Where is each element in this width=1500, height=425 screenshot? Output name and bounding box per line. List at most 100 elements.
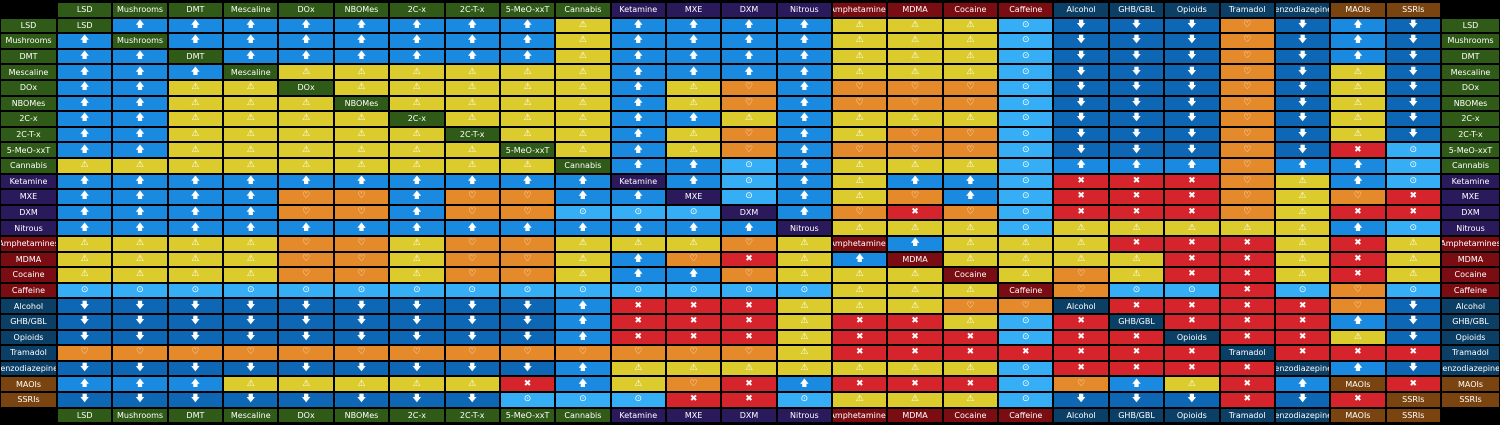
interaction-cell-tramadol-maois[interactable]: ✖ (1330, 345, 1386, 361)
interaction-cell-dxm-dox[interactable]: ♡ (278, 204, 334, 221)
interaction-cell-mushrooms-nbomes[interactable]: 🡅 (333, 33, 390, 49)
interaction-cell-mushrooms-dxm[interactable]: 🡅 (721, 33, 777, 49)
interaction-cell-dmt-mescaline[interactable]: 🡅 (223, 48, 279, 65)
interaction-cell-maois-opioids[interactable]: ⚠ (1164, 376, 1220, 392)
interaction-cell-mescaline-ssris[interactable]: 🡇 (1385, 64, 1441, 80)
interaction-cell-mushrooms-benzodiazepines[interactable]: 🡇 (1274, 33, 1331, 49)
interaction-cell-cannabis-alcohol[interactable]: 🡅 (1053, 158, 1109, 174)
interaction-cell-ketamine-nitrous[interactable]: 🡅 (776, 173, 833, 190)
interaction-cell-amphetamines-mxe[interactable]: ⚠ (665, 236, 722, 252)
interaction-cell-caffeine-amphetamines[interactable]: ⚠ (832, 282, 888, 299)
interaction-cell-mescaline-ghb-gbl[interactable]: 🡇 (1108, 64, 1165, 80)
interaction-cell-2c-t-x-mdma[interactable]: ♡ (887, 126, 943, 143)
interaction-cell-dxm-2c-x[interactable]: 🡅 (389, 204, 445, 221)
interaction-cell-dox-mescaline[interactable]: ⚠ (223, 80, 279, 96)
interaction-cell-opioids-lsd[interactable]: 🡇 (57, 329, 113, 346)
interaction-cell-mxe-maois[interactable]: ♡ (1330, 189, 1386, 205)
interaction-cell-maois-dxm[interactable]: ✖ (721, 376, 777, 392)
interaction-cell-mushrooms-mxe[interactable]: 🡅 (665, 33, 722, 49)
interaction-cell-maois-alcohol[interactable]: ♡ (1053, 376, 1109, 392)
interaction-cell-dox-2c-x[interactable]: ⚠ (389, 80, 445, 96)
interaction-cell-tramadol-opioids[interactable]: ✖ (1164, 345, 1220, 361)
interaction-cell-mushrooms-cannabis[interactable]: ⚠ (555, 33, 611, 49)
interaction-cell-2c-t-x-lsd[interactable]: 🡅 (57, 126, 113, 143)
interaction-cell-benzodiazepines-dmt[interactable]: 🡇 (167, 360, 224, 377)
interaction-cell-maois-lsd[interactable]: 🡅 (57, 376, 113, 392)
interaction-cell-2c-t-x-tramadol[interactable]: ♡ (1219, 126, 1275, 143)
interaction-cell-tramadol-cannabis[interactable]: ♡ (555, 345, 611, 361)
interaction-cell-dxm-maois[interactable]: ✖ (1330, 204, 1386, 221)
interaction-cell-ssris-nbomes[interactable]: 🡇 (333, 392, 390, 408)
interaction-cell-benzodiazepines-2c-t-x[interactable]: 🡇 (444, 360, 500, 377)
interaction-cell-tramadol-2c-x[interactable]: ♡ (389, 345, 445, 361)
interaction-cell-ghb-gbl-maois[interactable]: 🡅 (1330, 314, 1386, 330)
interaction-cell-cocaine-dmt[interactable]: ⚠ (167, 267, 224, 283)
interaction-cell-dox-nitrous[interactable]: 🡅 (776, 80, 833, 96)
interaction-cell-maois-2c-t-x[interactable]: ⚠ (444, 376, 500, 392)
interaction-cell-caffeine-dmt[interactable]: ⊙ (167, 282, 224, 299)
interaction-cell-2c-x-tramadol[interactable]: ♡ (1219, 111, 1275, 127)
interaction-cell-dmt-lsd[interactable]: 🡅 (57, 48, 113, 65)
interaction-cell-caffeine-ghb-gbl[interactable]: ⊙ (1108, 282, 1165, 299)
interaction-cell-alcohol-caffeine[interactable]: ♡ (998, 298, 1054, 314)
interaction-cell-2c-x-amphetamines[interactable]: ⚠ (832, 111, 888, 127)
interaction-cell-cocaine-caffeine[interactable]: ⚠ (998, 267, 1054, 283)
interaction-cell-nbomes-amphetamines[interactable]: ♡ (832, 95, 888, 112)
interaction-cell-5-meo-xxt-mescaline[interactable]: ⚠ (223, 142, 279, 158)
interaction-cell-benzodiazepines-mdma[interactable]: ⚠ (887, 360, 943, 377)
interaction-cell-caffeine-benzodiazepines[interactable]: ⊙ (1274, 282, 1331, 299)
interaction-cell-ghb-gbl-nbomes[interactable]: 🡇 (333, 314, 390, 330)
interaction-cell-2c-t-x-ghb-gbl[interactable]: 🡇 (1108, 126, 1165, 143)
interaction-cell-opioids-mushrooms[interactable]: 🡇 (112, 329, 168, 346)
interaction-cell-dmt-cocaine[interactable]: ⚠ (942, 48, 999, 65)
interaction-cell-mescaline-opioids[interactable]: 🡇 (1164, 64, 1220, 80)
interaction-cell-ssris-mescaline[interactable]: 🡇 (223, 392, 279, 408)
interaction-cell-cocaine-dox[interactable]: ♡ (278, 267, 334, 283)
interaction-cell-ketamine-caffeine[interactable]: ⊙ (998, 173, 1054, 190)
interaction-cell-benzodiazepines-ssris[interactable]: 🡇 (1385, 360, 1441, 377)
interaction-cell-dox-maois[interactable]: ⚠ (1330, 80, 1386, 96)
interaction-cell-mdma-ketamine[interactable]: 🡅 (610, 251, 666, 268)
interaction-cell-cannabis-nitrous[interactable]: 🡅 (776, 158, 833, 174)
interaction-cell-mescaline-mushrooms[interactable]: 🡅 (112, 64, 168, 80)
interaction-cell-opioids-ketamine[interactable]: ✖ (610, 329, 666, 346)
interaction-cell-2c-x-maois[interactable]: ⚠ (1330, 111, 1386, 127)
interaction-cell-cannabis-mescaline[interactable]: ⚠ (223, 158, 279, 174)
interaction-cell-lsd-mushrooms[interactable]: 🡅 (112, 17, 168, 34)
interaction-cell-opioids-2c-t-x[interactable]: 🡇 (444, 329, 500, 346)
interaction-cell-ghb-gbl-amphetamines[interactable]: ✖ (832, 314, 888, 330)
interaction-cell-nitrous-dxm[interactable]: 🡅 (721, 220, 777, 236)
interaction-cell-caffeine-maois[interactable]: ♡ (1330, 282, 1386, 299)
interaction-cell-alcohol-opioids[interactable]: ✖ (1164, 298, 1220, 314)
interaction-cell-5-meo-xxt-opioids[interactable]: 🡇 (1164, 142, 1220, 158)
interaction-cell-mdma-lsd[interactable]: ⚠ (57, 251, 113, 268)
interaction-cell-cannabis-dox[interactable]: ⚠ (278, 158, 334, 174)
interaction-cell-cannabis-dxm[interactable]: ⊙ (721, 158, 777, 174)
interaction-cell-amphetamines-lsd[interactable]: ⚠ (57, 236, 113, 252)
interaction-cell-opioids-nitrous[interactable]: ⚠ (776, 329, 833, 346)
interaction-cell-benzodiazepines-dxm[interactable]: ⚠ (721, 360, 777, 377)
interaction-cell-dxm-2c-t-x[interactable]: ♡ (444, 204, 500, 221)
interaction-cell-mushrooms-dmt[interactable]: 🡅 (167, 33, 224, 49)
interaction-cell-ssris-lsd[interactable]: 🡇 (57, 392, 113, 408)
interaction-cell-2c-t-x-maois[interactable]: ⚠ (1330, 126, 1386, 143)
interaction-cell-nbomes-lsd[interactable]: 🡅 (57, 95, 113, 112)
interaction-cell-2c-x-ghb-gbl[interactable]: 🡇 (1108, 111, 1165, 127)
interaction-cell-ssris-tramadol[interactable]: ✖ (1219, 392, 1275, 408)
interaction-cell-benzodiazepines-ghb-gbl[interactable]: ✖ (1108, 360, 1165, 377)
interaction-cell-ssris-benzodiazepines[interactable]: 🡇 (1274, 392, 1331, 408)
interaction-cell-5-meo-xxt-dmt[interactable]: ⚠ (167, 142, 224, 158)
interaction-cell-amphetamines-dxm[interactable]: ♡ (721, 236, 777, 252)
interaction-cell-dxm-dmt[interactable]: 🡅 (167, 204, 224, 221)
interaction-cell-2c-x-2c-t-x[interactable]: ⚠ (444, 111, 500, 127)
interaction-cell-dxm-lsd[interactable]: 🡅 (57, 204, 113, 221)
interaction-cell-mescaline-cannabis[interactable]: ⚠ (555, 64, 611, 80)
interaction-cell-cocaine-2c-t-x[interactable]: ♡ (444, 267, 500, 283)
interaction-cell-mescaline-ketamine[interactable]: 🡅 (610, 64, 666, 80)
interaction-cell-ghb-gbl-mxe[interactable]: ✖ (665, 314, 722, 330)
interaction-cell-mdma-tramadol[interactable]: ✖ (1219, 251, 1275, 268)
interaction-cell-cannabis-ketamine[interactable]: 🡅 (610, 158, 666, 174)
interaction-cell-nitrous-2c-x[interactable]: 🡅 (389, 220, 445, 236)
interaction-cell-nitrous-nbomes[interactable]: 🡅 (333, 220, 390, 236)
interaction-cell-cocaine-nbomes[interactable]: ♡ (333, 267, 390, 283)
